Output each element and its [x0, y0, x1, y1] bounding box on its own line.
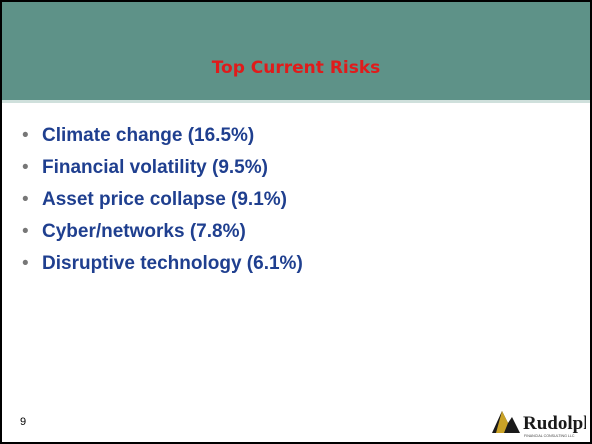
bullet-item: • Financial volatility (9.5%): [2, 152, 303, 184]
bullet-dot: •: [22, 157, 29, 178]
bullet-text: Climate change (16.5%): [42, 125, 255, 146]
logo-caption: FINANCIAL CONSULTING LLC: [524, 434, 575, 438]
page-number: 9: [20, 416, 27, 428]
bullet-item: • Asset price collapse (9.1%): [2, 184, 303, 216]
slide-title: Top Current Risks: [211, 58, 381, 78]
logo-name: Rudolph: [523, 413, 586, 434]
logo: Rudolph FINANCIAL CONSULTING LLC: [492, 411, 586, 438]
bullet-list: • Climate change (16.5%) • Financial volati…: [2, 120, 303, 280]
bullet-text: Disruptive technology (6.1%): [42, 253, 303, 274]
logo-icon-accent: [496, 411, 508, 433]
bullet-dot: •: [22, 125, 29, 146]
bullet-text: Asset price collapse (9.1%): [42, 189, 287, 210]
header-band: Top Current Risks: [2, 2, 590, 103]
bullet-dot: •: [22, 221, 29, 242]
bullet-text: Financial volatility (9.5%): [42, 157, 268, 178]
bullet-text: Cyber/networks (7.8%): [42, 221, 246, 242]
bullet-dot: •: [22, 253, 29, 274]
bullet-item: • Cyber/networks (7.8%): [2, 216, 303, 248]
bullet-dot: •: [22, 189, 29, 210]
bullet-item: • Disruptive technology (6.1%): [2, 248, 303, 280]
bullet-item: • Climate change (16.5%): [2, 120, 303, 152]
